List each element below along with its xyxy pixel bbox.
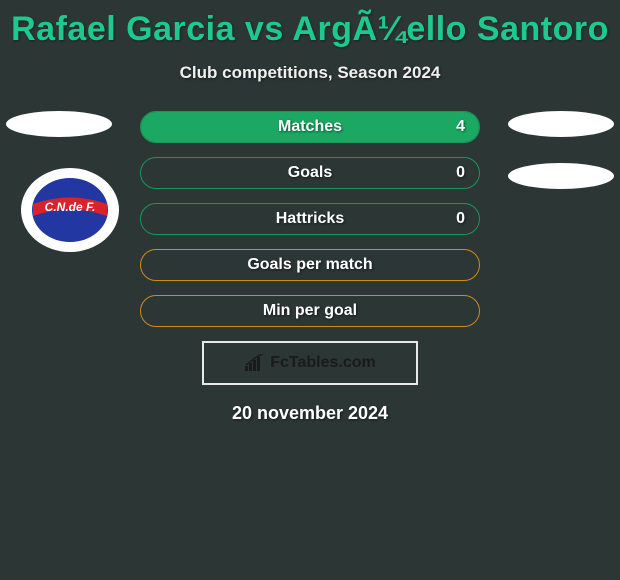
stat-row: Matches 4 xyxy=(140,111,480,143)
stat-label: Min per goal xyxy=(263,302,357,320)
fctables-logo-icon xyxy=(244,354,266,372)
stat-row: Min per goal xyxy=(140,295,480,327)
stat-value-right: 0 xyxy=(456,164,465,182)
page-title: Rafael Garcia vs ArgÃ¼ello Santoro xyxy=(0,0,620,49)
footer-brand-box: FcTables.com xyxy=(202,341,418,385)
date-line: 20 november 2024 xyxy=(0,403,620,424)
stat-value-right: 0 xyxy=(456,210,465,228)
subtitle: Club competitions, Season 2024 xyxy=(0,63,620,83)
footer-brand-text: FcTables.com xyxy=(270,354,376,372)
comparison-body: C.N.de F. Matches4Goals0Hattricks0Goals … xyxy=(0,111,620,424)
stat-row: Goals per match xyxy=(140,249,480,281)
stat-label: Goals xyxy=(288,164,332,182)
stat-label: Goals per match xyxy=(247,256,372,274)
stat-row: Hattricks 0 xyxy=(140,203,480,235)
stat-row: Goals 0 xyxy=(140,157,480,189)
player1-badge-slot-1 xyxy=(6,111,112,137)
player1-club-badge: C.N.de F. xyxy=(20,167,120,253)
player2-badge-slot-2 xyxy=(508,163,614,189)
stat-rows: Matches 4 Goals 0 Hattricks 0 Goals per match M… xyxy=(140,111,480,327)
svg-text:C.N.de F.: C.N.de F. xyxy=(45,200,96,214)
stat-label: Hattricks xyxy=(276,210,344,228)
stat-label: Matches xyxy=(278,118,342,136)
player2-badge-slot-1 xyxy=(508,111,614,137)
stat-value-right: 4 xyxy=(456,118,465,136)
